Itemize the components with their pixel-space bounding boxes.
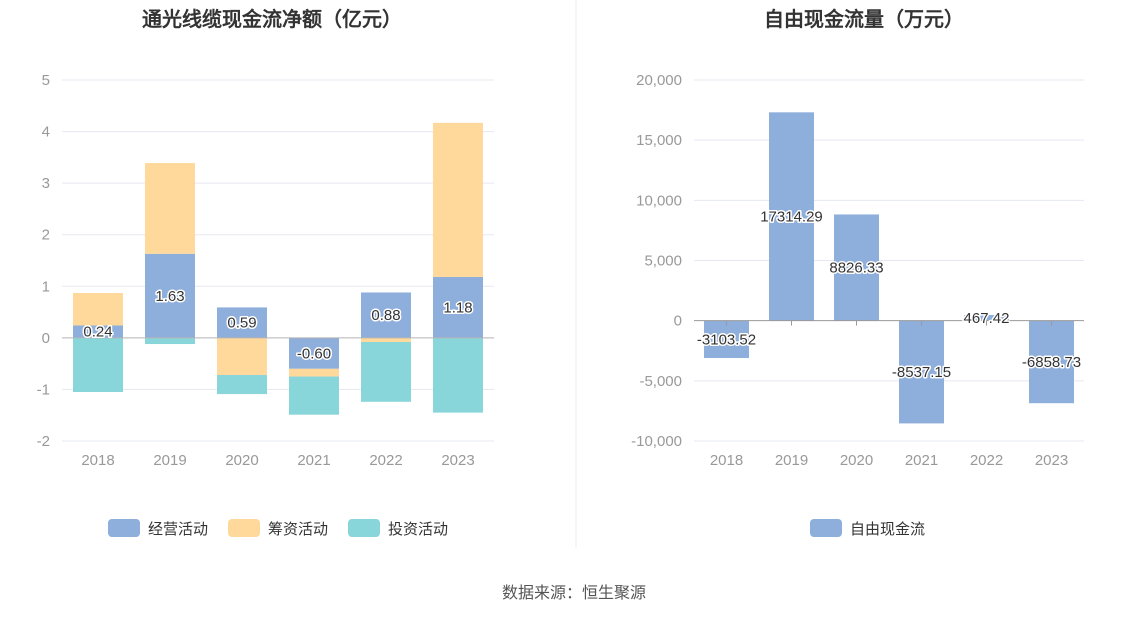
net-cash-flow-y-tick-label: 4	[42, 124, 50, 141]
net-cash-flow-bar-2022-series-2	[361, 337, 411, 342]
net-cash-flow-x-tick-label: 2023	[441, 452, 474, 469]
free-cash-flow-bar-2023-series-1	[1029, 320, 1074, 404]
free-cash-flow-x-tick-label: 2023	[1035, 452, 1068, 469]
net-cash-flow-data-label-2021: -0.60	[297, 345, 331, 362]
free-cash-flow-data-label-2020: 8826.33	[829, 260, 883, 277]
net-cash-flow-data-label-2018: 0.24	[83, 324, 112, 341]
net-cash-flow-bar-2020-series-1	[217, 307, 267, 338]
net-cash-flow-x-tick-label: 2022	[369, 452, 402, 469]
net-cash-flow-bar-2020-series-2	[217, 337, 267, 375]
free-cash-flow-chart: 20,000 15,000 10,000 5,000 0 -5,000 -10,000 -31…	[631, 72, 1084, 538]
net-cash-flow-bar-2019-series-3	[145, 337, 195, 345]
net-cash-flow-y-tick-label: 5	[42, 72, 50, 89]
net-cash-flow-bar-2022-series-3	[361, 341, 411, 402]
free-cash-flow-bar-2020-series-1	[834, 214, 879, 321]
net-cash-flow-y-tick-label: 3	[42, 175, 50, 192]
net-cash-flow-data-label-2020: 0.59	[227, 315, 256, 332]
net-cash-flow-legend-swatch	[348, 519, 380, 537]
free-cash-flow-bar-2021-series-1	[899, 320, 944, 424]
net-cash-flow-y-tick-label: -2	[37, 433, 50, 450]
net-cash-flow-legend-swatch	[108, 519, 140, 537]
free-cash-flow-legend-swatch	[810, 519, 842, 537]
net-cash-flow-bar-2021-series-3	[289, 376, 339, 415]
net-cash-flow-bar-2022-series-1	[361, 292, 411, 338]
free-cash-flow-y-tick-label: -5,000	[639, 373, 682, 390]
net-cash-flow-x-tick-label: 2021	[297, 452, 330, 469]
free-cash-flow-x-tick-label: 2022	[970, 452, 1003, 469]
free-cash-flow-data-label-2019: 17314.29	[760, 208, 823, 225]
net-cash-flow-chart-title: 通光线缆现金流净额（亿元）	[142, 7, 402, 31]
net-cash-flow-y-tick-label: -1	[37, 381, 50, 398]
free-cash-flow-chart-title: 自由现金流量（万元）	[764, 7, 964, 31]
free-cash-flow-x-tick-label: 2020	[840, 452, 873, 469]
net-cash-flow-bar-2018-series-1	[73, 325, 123, 338]
free-cash-flow-data-label-2021: -8537.15	[892, 364, 951, 381]
free-cash-flow-y-tick-label: 10,000	[636, 192, 682, 209]
free-cash-flow-legend-label: 自由现金流	[850, 521, 925, 538]
net-cash-flow-x-tick-label: 2020	[225, 452, 258, 469]
data-source-note: 数据来源：恒生聚源	[502, 584, 646, 602]
net-cash-flow-y-tick-label: 2	[42, 227, 50, 244]
free-cash-flow-bar-2019-series-1	[769, 112, 814, 321]
net-cash-flow-chart: 5 4 3 2 1 0 -1 -2 0.24 1.63 0.59 -0.60 0.88 1.18 2018 2…	[37, 72, 494, 538]
free-cash-flow-bar-2018-series-1	[704, 320, 749, 359]
net-cash-flow-bar-2019-series-1	[145, 253, 195, 338]
net-cash-flow-bar-2021-series-2	[289, 368, 339, 377]
net-cash-flow-x-tick-label: 2019	[153, 452, 186, 469]
free-cash-flow-bar-2022-series-1	[964, 315, 1009, 321]
free-cash-flow-data-label-2018: -3103.52	[697, 331, 756, 348]
free-cash-flow-x-tick-label: 2021	[905, 452, 938, 469]
net-cash-flow-data-label-2019: 1.63	[155, 288, 184, 305]
net-cash-flow-bar-2023-series-3	[433, 337, 483, 413]
net-cash-flow-legend-label: 筹资活动	[268, 521, 328, 538]
free-cash-flow-y-tick-label: 0	[674, 313, 682, 330]
net-cash-flow-bar-2021-series-1	[289, 337, 339, 369]
free-cash-flow-data-label-2022: 467.42	[964, 310, 1010, 327]
net-cash-flow-bar-2023-series-1	[433, 277, 483, 338]
free-cash-flow-y-tick-label: -10,000	[631, 433, 682, 450]
net-cash-flow-bar-2018-series-3	[73, 337, 123, 393]
free-cash-flow-data-label-2023: -6858.73	[1022, 354, 1081, 371]
free-cash-flow-x-tick-label: 2018	[710, 452, 743, 469]
net-cash-flow-data-label-2023: 1.18	[443, 299, 472, 316]
net-cash-flow-y-tick-label: 1	[42, 278, 50, 295]
net-cash-flow-bar-2023-series-2	[433, 122, 483, 278]
free-cash-flow-y-tick-label: 20,000	[636, 72, 682, 89]
net-cash-flow-bar-2019-series-2	[145, 163, 195, 254]
net-cash-flow-x-tick-label: 2018	[81, 452, 114, 469]
net-cash-flow-y-tick-label: 0	[42, 330, 50, 347]
net-cash-flow-legend-swatch	[228, 519, 260, 537]
net-cash-flow-bar-2020-series-3	[217, 374, 267, 395]
free-cash-flow-x-tick-label: 2019	[775, 452, 808, 469]
net-cash-flow-data-label-2022: 0.88	[371, 307, 400, 324]
net-cash-flow-bar-2018-series-2	[73, 292, 123, 326]
net-cash-flow-legend-label: 经营活动	[148, 521, 208, 538]
free-cash-flow-y-tick-label: 5,000	[644, 253, 682, 270]
free-cash-flow-y-tick-label: 15,000	[636, 132, 682, 149]
net-cash-flow-legend-label: 投资活动	[388, 521, 448, 538]
